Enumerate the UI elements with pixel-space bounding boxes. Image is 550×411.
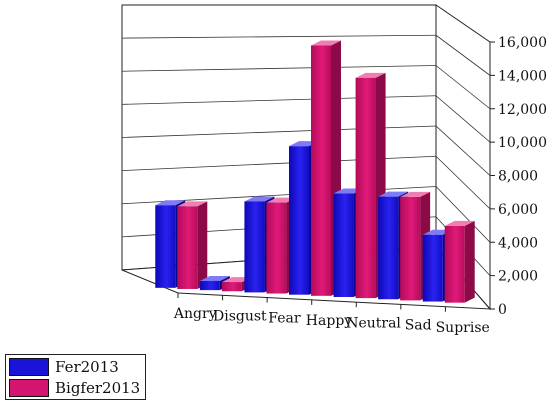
bar-top	[311, 40, 341, 46]
bar-side	[197, 201, 208, 289]
legend-item: Bigfer2013	[9, 378, 140, 398]
bar-front	[333, 193, 354, 297]
x-tick-label: Sad	[405, 318, 432, 334]
x-tick-label: Suprise	[436, 320, 490, 336]
bar-front	[355, 77, 376, 299]
gridline	[121, 34, 437, 39]
bar-top	[244, 196, 275, 202]
y-tick-label: 8,000	[498, 169, 538, 185]
y-tick-label: 12,000	[498, 102, 547, 118]
gridline	[435, 34, 491, 76]
bar-front	[289, 146, 309, 295]
legend-label: Bigfer2013	[55, 379, 141, 397]
x-tick-label: Angry	[173, 306, 217, 322]
bar-front	[221, 282, 242, 292]
gridline	[435, 95, 491, 143]
bar-front	[400, 196, 421, 301]
bar-top	[221, 277, 252, 283]
y-tick-label: 2,000	[498, 269, 538, 285]
bar	[444, 220, 475, 303]
bar-front	[444, 225, 465, 303]
bar-top	[355, 72, 386, 78]
bar	[177, 201, 208, 289]
y-tick-label: 6,000	[498, 202, 538, 218]
gridline	[435, 65, 491, 110]
legend-swatch-fer2013	[9, 358, 49, 376]
x-tick-label: Fear	[268, 311, 301, 327]
legend-item: Fer2013	[9, 357, 119, 377]
bar-top	[444, 220, 475, 226]
gridline	[435, 125, 491, 176]
bar-front	[155, 205, 176, 288]
bar-front	[199, 280, 220, 291]
y-tick-label: 10,000	[498, 135, 547, 151]
x-tick-label: Neutral	[346, 315, 401, 331]
y-tick-label: 16,000	[498, 35, 547, 51]
x-tick-label: Happy	[306, 313, 352, 329]
bar-front	[378, 196, 399, 300]
bar-front	[266, 202, 287, 294]
x-tick-label: Disgust	[213, 308, 267, 324]
bar-front	[422, 234, 443, 302]
y-tick-label: 14,000	[498, 68, 547, 84]
bars	[155, 40, 475, 303]
bar-top	[199, 275, 230, 281]
bar-front	[244, 201, 265, 293]
legend-label: Fer2013	[55, 358, 119, 376]
gridline	[435, 155, 491, 210]
y-axis: 0 2,000 4,000 6,000 8,000 10,000 12,000 14,000 1…	[490, 35, 547, 318]
bar-side	[464, 220, 475, 303]
bar-top	[155, 200, 186, 206]
legend: Fer2013 Bigfer2013	[5, 354, 146, 400]
y-tick-label: 4,000	[498, 235, 538, 251]
gridline	[121, 65, 437, 72]
bar-front	[177, 206, 198, 289]
bar-top	[177, 201, 208, 207]
bar-top	[378, 191, 409, 197]
bar-top	[400, 191, 431, 197]
legend-swatch-bigfer2013	[9, 379, 49, 397]
bar-front	[311, 45, 331, 296]
bar-top	[266, 197, 297, 203]
gridline	[435, 186, 491, 243]
y-tick-label: 0	[498, 302, 507, 318]
